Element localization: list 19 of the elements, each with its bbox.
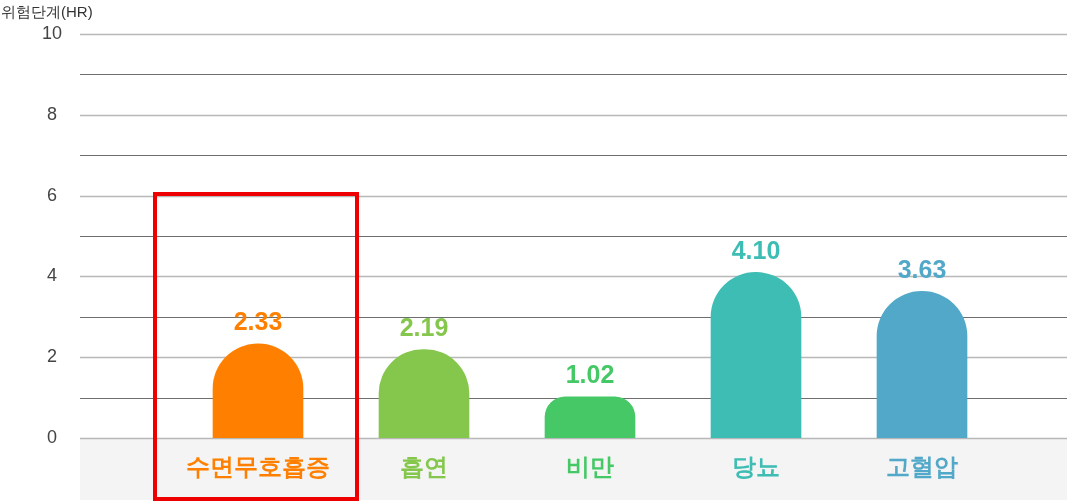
y-axis-title: 위험단계(HR) — [1, 3, 93, 22]
y-tick-label: 8 — [46, 103, 57, 124]
y-tick-label: 10 — [41, 22, 62, 43]
y-tick-label: 2 — [46, 346, 57, 367]
data-label: 3.63 — [897, 254, 947, 283]
x-tick-label: 고혈압 — [886, 453, 958, 481]
bar — [710, 272, 802, 438]
x-tick-label: 흡연 — [400, 453, 448, 481]
y-tick-label: 4 — [46, 265, 57, 286]
data-label: 4.10 — [731, 235, 781, 264]
y-tick-label: 0 — [46, 426, 57, 447]
data-label: 1.02 — [565, 360, 615, 389]
x-tick-label: 비만 — [566, 453, 614, 481]
x-tick-label: 수면무호흡증 — [186, 453, 330, 481]
x-tick-label: 당뇨 — [732, 453, 780, 481]
bar — [544, 396, 636, 438]
bar — [876, 291, 968, 438]
data-label: 2.19 — [399, 312, 449, 341]
y-tick-label: 6 — [46, 184, 57, 205]
